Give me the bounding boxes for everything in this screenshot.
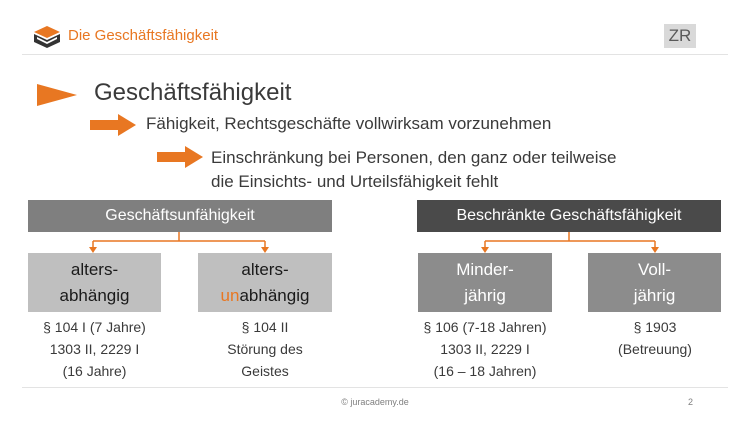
caption-line: 1303 II, 2229 I	[49, 341, 140, 357]
zr-badge: ZR	[664, 24, 696, 48]
incapacity-box: Geschäftsunfähigkeit	[28, 200, 332, 232]
arrow-right-icon	[90, 114, 136, 136]
definition-text: Fähigkeit, Rechtsgeschäfte vollwirksam v…	[146, 114, 552, 133]
adult-box: Voll- jährig	[588, 253, 721, 312]
minor-line-1: Minder-	[456, 259, 514, 279]
caption-line: (Betreuung)	[618, 341, 692, 357]
negation-prefix: un	[220, 285, 240, 305]
main-heading: Geschäftsfähigkeit	[94, 79, 292, 106]
header-divider	[22, 54, 728, 55]
caption-line: § 106 (7-18 Jahren)	[423, 319, 547, 335]
triangle-icon	[37, 84, 77, 106]
footer-divider	[22, 387, 728, 388]
caption-line: § 104 II	[241, 319, 289, 335]
page-number: 2	[688, 397, 694, 407]
age-dependent-box: alters- abhängig	[28, 253, 161, 312]
age-independent-line-1: alters-	[241, 259, 289, 279]
caption-line: § 104 I (7 Jahre)	[43, 319, 146, 335]
restriction-line-1: Einschränkung bei Personen, den ganz ode…	[211, 148, 617, 167]
restriction-line-2: die Einsichts- und Urteilsfähigkeit fehl…	[211, 172, 499, 191]
copyright: © juracademy.de	[341, 397, 409, 407]
caption-line: Störung des	[227, 341, 303, 357]
limited-capacity-box: Beschränkte Geschäftsfähigkeit	[417, 200, 721, 232]
caption-line: Geistes	[241, 363, 289, 379]
adult-line-2: jährig	[633, 285, 676, 305]
age-independent-rest: abhängig	[239, 285, 310, 305]
age-independent-caption: § 104 II Störung des Geistes	[183, 316, 347, 382]
book-icon	[34, 26, 60, 48]
minor-box: Minder- jährig	[418, 253, 552, 312]
age-dependent-line-1: alters-	[70, 259, 119, 279]
age-independent-line-2: unabhängig	[221, 283, 310, 309]
arrow-right-icon	[157, 146, 203, 168]
caption-line: § 1903	[633, 319, 677, 335]
adult-caption: § 1903 (Betreuung)	[573, 316, 737, 360]
age-independent-box: alters- unabhängig	[198, 253, 332, 312]
caption-line: 1303 II, 2229 I	[440, 341, 530, 357]
age-dependent-caption: § 104 I (7 Jahre) 1303 II, 2229 I (16 Ja…	[13, 316, 176, 382]
restriction-text: Einschränkung bei Personen, den ganz ode…	[211, 146, 616, 194]
header-title: Die Geschäftsfähigkeit	[68, 27, 219, 44]
adult-line-1: Voll-	[637, 259, 672, 279]
minor-caption: § 106 (7-18 Jahren) 1303 II, 2229 I (16 …	[393, 316, 577, 382]
minor-line-2: jährig	[464, 285, 506, 305]
caption-line: (16 Jahre)	[62, 363, 127, 379]
caption-line: (16 – 18 Jahren)	[433, 363, 537, 379]
age-dependent-line-2: abhängig	[59, 285, 130, 305]
